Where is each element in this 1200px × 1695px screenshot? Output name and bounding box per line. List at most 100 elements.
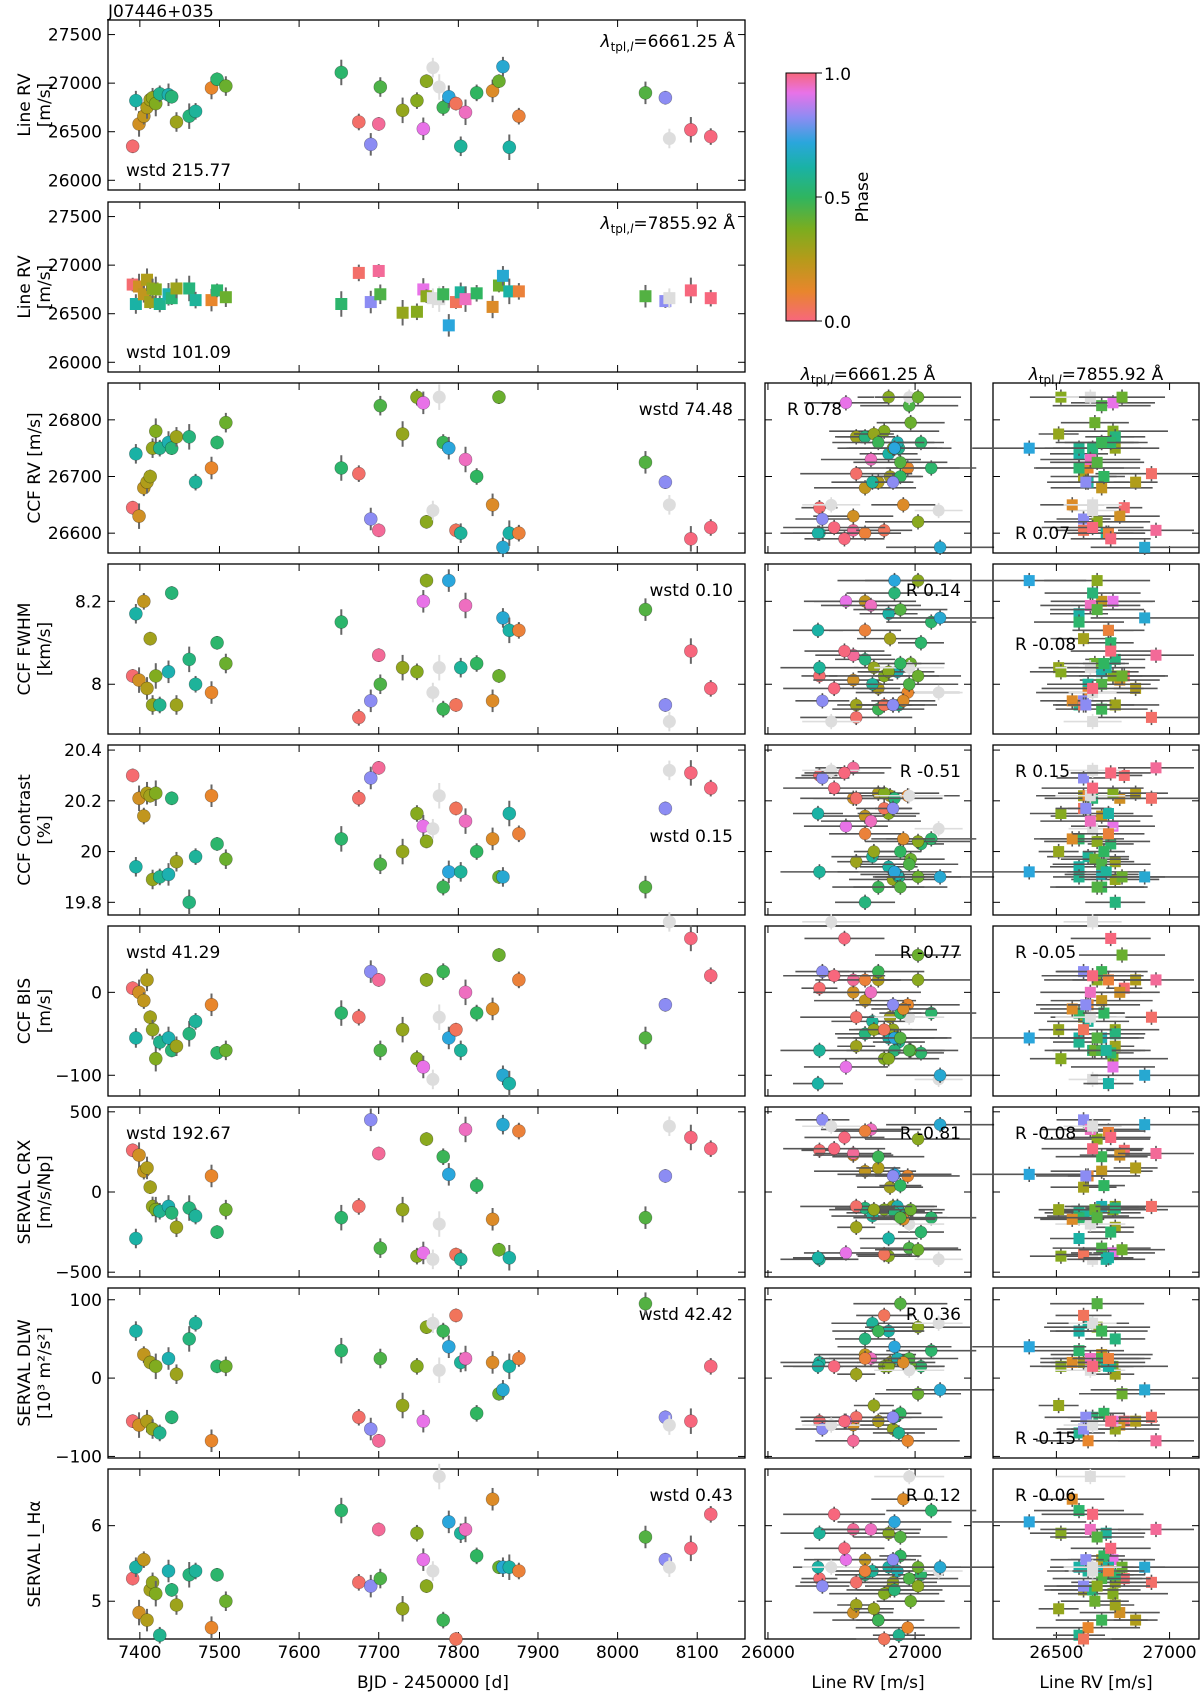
ytick-label: −100 — [55, 1447, 102, 1467]
corr-point — [882, 665, 895, 679]
data-point — [210, 837, 224, 851]
data-point — [436, 880, 451, 894]
corr-point — [867, 1399, 881, 1412]
data-point — [658, 1169, 673, 1183]
corr-point — [1089, 417, 1101, 429]
data-point — [432, 789, 446, 803]
ylabel-0: [m/s] — [35, 83, 55, 127]
corr-point — [911, 669, 925, 683]
corr-point — [858, 994, 872, 1007]
data-point — [149, 283, 162, 296]
data-point — [485, 1212, 500, 1227]
corr-point — [811, 1251, 825, 1265]
data-point — [436, 1613, 451, 1627]
data-point — [334, 615, 349, 629]
data-point — [441, 1515, 456, 1529]
corr-point — [933, 1383, 947, 1397]
data-point — [129, 93, 143, 108]
corr-point — [849, 1039, 863, 1053]
data-point — [373, 1043, 388, 1058]
corr-point — [877, 524, 891, 537]
corr-point — [1139, 612, 1151, 624]
colorbar-tick-0: 0.0 — [824, 313, 851, 333]
data-point — [458, 814, 473, 828]
data-point — [432, 1217, 446, 1231]
data-point — [352, 1410, 366, 1425]
data-point — [662, 1119, 676, 1133]
data-point — [512, 623, 526, 638]
corr-point — [1023, 1516, 1035, 1528]
corr-point — [1109, 1028, 1121, 1040]
corr-point — [1102, 828, 1114, 840]
data-point — [638, 602, 653, 617]
corr-point — [838, 1131, 851, 1144]
corr-point — [1082, 851, 1094, 863]
data-point — [204, 1433, 219, 1448]
corr-point — [1114, 1149, 1126, 1161]
corr-point — [886, 1410, 900, 1424]
corr-xtick-label: 27000 — [1143, 1643, 1197, 1663]
corr-point — [864, 986, 878, 999]
data-point — [363, 137, 378, 152]
data-point — [703, 1507, 718, 1522]
corr-point — [1080, 699, 1092, 711]
data-point — [363, 771, 378, 785]
data-point — [210, 1225, 224, 1239]
data-point — [161, 1564, 176, 1578]
data-point — [137, 809, 151, 823]
data-point — [373, 857, 388, 872]
corr-point — [1055, 1250, 1067, 1262]
data-point — [161, 1351, 176, 1366]
data-point — [137, 594, 151, 609]
corr-point — [1096, 966, 1108, 978]
corr-point — [902, 1044, 916, 1057]
data-point — [373, 1351, 388, 1366]
corr-point — [1084, 1523, 1096, 1535]
data-point — [437, 288, 450, 301]
data-point — [416, 594, 431, 609]
data-point — [436, 1324, 451, 1338]
corr-point — [1107, 787, 1119, 799]
corr-xtick-label: 26000 — [741, 1643, 795, 1663]
data-point — [334, 832, 349, 846]
data-point — [503, 285, 516, 298]
corr-point — [1102, 527, 1114, 539]
corr-point — [849, 711, 863, 724]
data-point — [662, 715, 676, 729]
corr-point — [849, 467, 863, 480]
ytick-label: 26000 — [48, 171, 102, 191]
data-point — [449, 1308, 463, 1323]
data-point — [436, 1149, 451, 1164]
ytick-label: 500 — [70, 1103, 102, 1123]
corr-point — [933, 1560, 947, 1574]
corr-point — [1107, 1053, 1119, 1065]
corr-point — [1150, 524, 1162, 536]
data-point — [363, 512, 378, 526]
corr-point — [1145, 792, 1157, 804]
data-point — [496, 1383, 510, 1397]
data-point — [352, 1010, 366, 1025]
data-point — [129, 298, 142, 310]
corr-point — [1082, 1622, 1094, 1634]
corr-point — [1087, 442, 1099, 454]
data-point — [219, 291, 232, 304]
corr-point — [816, 1579, 829, 1593]
corr-point — [1107, 1554, 1119, 1566]
data-point — [432, 1470, 446, 1484]
data-point — [395, 844, 410, 859]
corr-point — [1066, 1213, 1078, 1225]
data-point — [684, 1541, 698, 1556]
data-point — [161, 867, 176, 882]
data-point — [182, 1332, 197, 1346]
time-frame — [107, 19, 746, 191]
ytick-label: 19.8 — [64, 893, 102, 913]
corr-point — [1105, 1415, 1117, 1427]
data-point — [492, 390, 506, 404]
corr-point — [933, 870, 947, 884]
data-point — [512, 1351, 526, 1366]
colorbar-tick-1: 1.0 — [824, 65, 851, 85]
corr-point — [1107, 397, 1119, 409]
data-point — [453, 865, 468, 879]
data-point — [419, 74, 434, 88]
data-point — [502, 1359, 517, 1374]
